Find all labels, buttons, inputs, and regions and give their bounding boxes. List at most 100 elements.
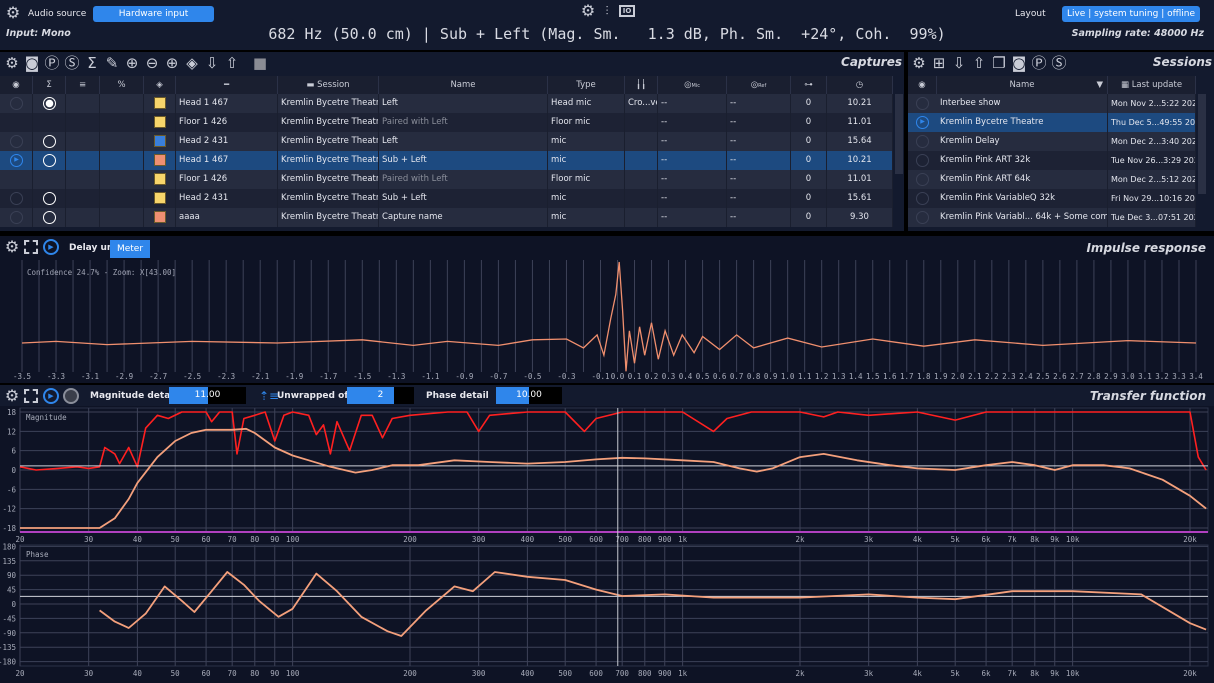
- tick-label: 0.6: [713, 372, 727, 381]
- delay-unit-button[interactable]: Meter: [110, 240, 150, 258]
- column-header[interactable]: ╽╽: [625, 76, 658, 94]
- column-header[interactable]: ◎Mic: [658, 76, 727, 94]
- capture-row[interactable]: ▶ Head 1 467 Kremlin Bycetre Theatre Sub + …: [0, 151, 893, 170]
- camera-icon[interactable]: ◙: [24, 54, 40, 72]
- export-icon[interactable]: ⇧: [972, 54, 986, 72]
- capture-row[interactable]: Head 2 431 Kremlin Bycetre Theatre Left mic…: [0, 132, 893, 151]
- color-swatch[interactable]: [154, 135, 166, 147]
- fullscreen-icon[interactable]: [24, 389, 38, 403]
- session-row[interactable]: Kremlin Pink ART 32k Tue Nov 26...3:29 20…: [908, 151, 1196, 170]
- activate-toggle[interactable]: [916, 135, 929, 148]
- export-icon[interactable]: ⇧: [225, 54, 239, 72]
- edit-icon[interactable]: ✎: [105, 54, 119, 72]
- session-row[interactable]: Kremlin Pink ART 64k Mon Dec 2...5:12 202…: [908, 170, 1196, 189]
- reference-radio[interactable]: [43, 211, 56, 224]
- reference-radio[interactable]: [43, 154, 56, 167]
- io-icon[interactable]: IO: [619, 5, 635, 17]
- session-row[interactable]: ▶ Kremlin Bycetre Theatre Thu Dec 5...49:5…: [908, 113, 1196, 132]
- capture-row[interactable]: Head 2 431 Kremlin Bycetre Theatre Sub + L…: [0, 189, 893, 208]
- activate-toggle[interactable]: [10, 97, 23, 110]
- activate-toggle[interactable]: [916, 211, 929, 224]
- session-row[interactable]: Kremlin Delay Mon Dec 2...3:40 2024: [908, 132, 1196, 151]
- live-icon[interactable]: ▶: [43, 239, 59, 255]
- paint-bucket-icon[interactable]: ◈: [186, 54, 198, 72]
- audio-source-button[interactable]: Hardware input: [93, 6, 214, 22]
- gear-icon[interactable]: ⚙: [5, 54, 19, 72]
- session-row[interactable]: Interbee show Mon Nov 2...5:22 2024: [908, 94, 1196, 113]
- activate-toggle[interactable]: [10, 211, 23, 224]
- mode-button[interactable]: Live | system tuning | offline: [1062, 6, 1200, 22]
- color-swatch[interactable]: [154, 116, 166, 128]
- activate-toggle[interactable]: [916, 173, 929, 186]
- gear-icon[interactable]: ⚙: [4, 237, 20, 256]
- activate-toggle[interactable]: [916, 154, 929, 167]
- magnitude-detail-slider[interactable]: 11.00: [169, 387, 246, 404]
- column-header[interactable]: ◎Ref: [727, 76, 791, 94]
- capture-row[interactable]: Floor 1 426 Kremlin Bycetre Theatre Paired…: [0, 113, 893, 132]
- column-header[interactable]: ━: [176, 76, 278, 94]
- capture-row[interactable]: aaaa Kremlin Bycetre Theatre Capture name m…: [0, 208, 893, 227]
- minus-icon[interactable]: ⊖: [145, 54, 159, 72]
- color-swatch[interactable]: [154, 192, 166, 204]
- import-icon[interactable]: ⇩: [952, 54, 966, 72]
- capture-row[interactable]: Floor 1 426 Kremlin Bycetre Theatre Paired…: [0, 170, 893, 189]
- reference-radio[interactable]: [43, 135, 56, 148]
- column-header[interactable]: ⊶: [791, 76, 827, 94]
- pink-noise-icon[interactable]: Ⓟ: [44, 54, 60, 72]
- captures-scrollbar[interactable]: [895, 94, 903, 174]
- activate-toggle[interactable]: [916, 97, 929, 110]
- reference-radio[interactable]: [43, 97, 56, 110]
- activate-toggle[interactable]: [10, 135, 23, 148]
- sum-capture-icon[interactable]: Σ: [87, 54, 97, 72]
- live-icon[interactable]: ▶: [43, 388, 59, 404]
- column-header[interactable]: Type: [548, 76, 625, 94]
- fullscreen-icon[interactable]: [24, 240, 38, 254]
- color-swatch[interactable]: [154, 173, 166, 185]
- reference-radio[interactable]: [43, 192, 56, 205]
- activate-toggle[interactable]: [10, 192, 23, 205]
- column-header[interactable]: ◈: [144, 76, 176, 94]
- color-swatch[interactable]: [154, 97, 166, 109]
- import-icon[interactable]: ⇩: [205, 54, 219, 72]
- unwrapped-offset-slider[interactable]: 2: [347, 387, 414, 404]
- eye-icon[interactable]: ◉: [908, 76, 937, 94]
- new-file-icon[interactable]: ⊞: [932, 54, 946, 72]
- column-header[interactable]: Name: [379, 76, 548, 94]
- clock-icon[interactable]: [63, 388, 79, 404]
- gear-icon[interactable]: ⚙: [4, 386, 20, 405]
- impulse-plot[interactable]: -3.5 -3.3 -3.1 -2.9 -2.7 -2.5 -2.3 -2.1 -1.9 -1.7…: [0, 236, 1214, 383]
- column-name[interactable]: Name ▼: [937, 76, 1108, 94]
- copy-icon[interactable]: ❐: [992, 54, 1006, 72]
- gear-icon[interactable]: ⚙: [5, 3, 21, 22]
- activate-toggle[interactable]: [916, 192, 929, 205]
- column-header[interactable]: ▬ Session: [278, 76, 379, 94]
- play-active-icon[interactable]: ▶: [916, 116, 929, 129]
- color-swatch[interactable]: [154, 211, 166, 223]
- sine-sweep-icon[interactable]: Ⓢ: [1051, 54, 1067, 72]
- sine-sweep-icon[interactable]: Ⓢ: [64, 54, 80, 72]
- sessions-scrollbar[interactable]: [1198, 94, 1206, 194]
- column-last-update[interactable]: ▦ Last update: [1108, 76, 1196, 94]
- color-swatch[interactable]: [154, 154, 166, 166]
- stop-icon[interactable]: ■: [252, 54, 268, 72]
- column-header[interactable]: ◉: [0, 76, 33, 94]
- camera-icon[interactable]: ◙: [1011, 54, 1027, 72]
- column-header[interactable]: %: [100, 76, 144, 94]
- freq-tick-label: 10k: [1066, 535, 1080, 544]
- play-active-icon[interactable]: ▶: [10, 154, 23, 167]
- pink-noise-icon[interactable]: Ⓟ: [1031, 54, 1047, 72]
- column-header[interactable]: ≡: [66, 76, 100, 94]
- column-header[interactable]: ◷: [827, 76, 893, 94]
- gear-icon[interactable]: ⚙: [912, 54, 926, 72]
- column-header[interactable]: Σ: [33, 76, 66, 94]
- unwrap-icon[interactable]: ⇡≡: [259, 389, 280, 403]
- zoom-icon[interactable]: ⊕: [125, 54, 139, 72]
- plus-icon[interactable]: ⊕: [165, 54, 179, 72]
- session-row[interactable]: Kremlin Pink VariableQ 32k Fri Nov 29...1…: [908, 189, 1196, 208]
- session-row[interactable]: Kremlin Pink Variabl... 64k + Some comme…: [908, 208, 1196, 227]
- phase-detail-slider[interactable]: 10.00: [496, 387, 562, 404]
- gear-icon[interactable]: ⚙: [580, 1, 596, 20]
- mixer-icon[interactable]: ⫶: [605, 4, 609, 18]
- capture-row[interactable]: Head 1 467 Kremlin Bycetre Theatre Left Hea…: [0, 94, 893, 113]
